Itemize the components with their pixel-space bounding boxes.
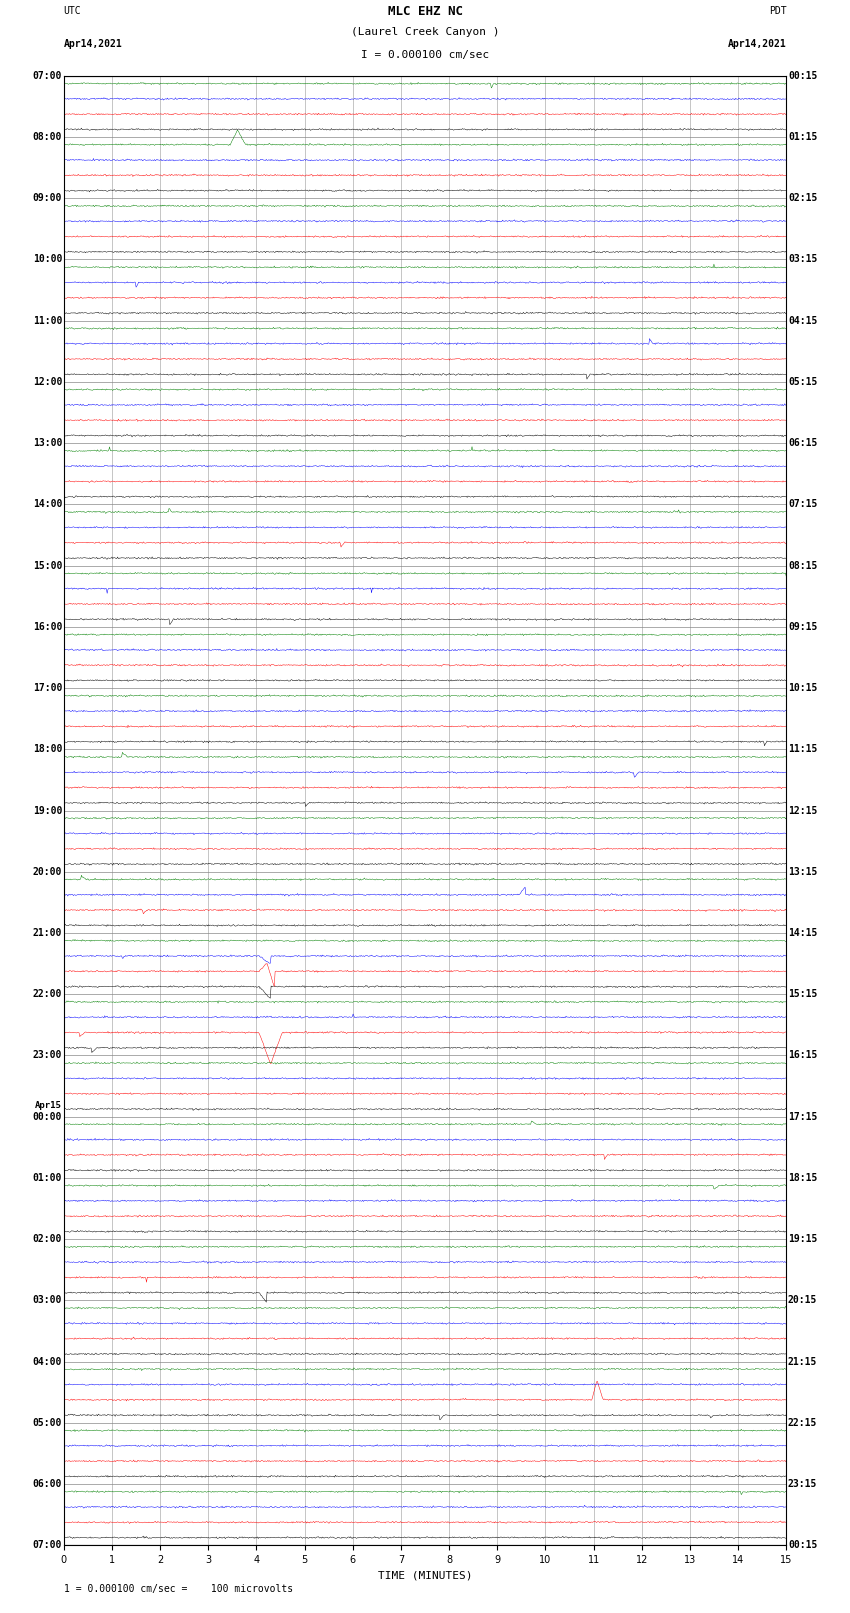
Text: 21:15: 21:15 [788,1357,818,1366]
Text: I = 0.000100 cm/sec: I = 0.000100 cm/sec [361,50,489,60]
Text: 00:15: 00:15 [788,1540,818,1550]
Text: 03:00: 03:00 [32,1295,62,1305]
Text: 13:00: 13:00 [32,439,62,448]
Text: 17:00: 17:00 [32,682,62,694]
Text: 18:00: 18:00 [32,744,62,755]
Text: 22:15: 22:15 [788,1418,818,1428]
Text: 05:00: 05:00 [32,1418,62,1428]
Text: 09:00: 09:00 [32,194,62,203]
Text: 18:15: 18:15 [788,1173,818,1182]
Text: 10:15: 10:15 [788,682,818,694]
Text: 22:00: 22:00 [32,989,62,998]
Text: 12:00: 12:00 [32,377,62,387]
Text: MLC EHZ NC: MLC EHZ NC [388,5,462,18]
Text: 16:00: 16:00 [32,623,62,632]
X-axis label: TIME (MINUTES): TIME (MINUTES) [377,1571,473,1581]
Text: 02:15: 02:15 [788,194,818,203]
Text: 20:15: 20:15 [788,1295,818,1305]
Text: 11:00: 11:00 [32,316,62,326]
Text: 15:15: 15:15 [788,989,818,998]
Text: 1 = 0.000100 cm/sec =    100 microvolts: 1 = 0.000100 cm/sec = 100 microvolts [64,1584,293,1594]
Text: 06:15: 06:15 [788,439,818,448]
Text: 16:15: 16:15 [788,1050,818,1060]
Text: 12:15: 12:15 [788,805,818,816]
Text: 23:15: 23:15 [788,1479,818,1489]
Text: 03:15: 03:15 [788,255,818,265]
Text: Apr14,2021: Apr14,2021 [728,39,786,48]
Text: PDT: PDT [768,6,786,16]
Text: 00:15: 00:15 [788,71,818,81]
Text: 14:15: 14:15 [788,927,818,939]
Text: 11:15: 11:15 [788,744,818,755]
Text: Apr14,2021: Apr14,2021 [64,39,122,48]
Text: Apr15: Apr15 [35,1102,62,1110]
Text: 05:15: 05:15 [788,377,818,387]
Text: 09:15: 09:15 [788,623,818,632]
Text: 07:00: 07:00 [32,71,62,81]
Text: (Laurel Creek Canyon ): (Laurel Creek Canyon ) [351,27,499,37]
Text: 21:00: 21:00 [32,927,62,939]
Text: 19:15: 19:15 [788,1234,818,1244]
Text: 10:00: 10:00 [32,255,62,265]
Text: 07:00: 07:00 [32,1540,62,1550]
Text: 08:00: 08:00 [32,132,62,142]
Text: 07:15: 07:15 [788,500,818,510]
Text: 04:00: 04:00 [32,1357,62,1366]
Text: 15:00: 15:00 [32,561,62,571]
Text: UTC: UTC [64,6,82,16]
Text: 02:00: 02:00 [32,1234,62,1244]
Text: 01:15: 01:15 [788,132,818,142]
Text: 14:00: 14:00 [32,500,62,510]
Text: 17:15: 17:15 [788,1111,818,1121]
Text: 04:15: 04:15 [788,316,818,326]
Text: 13:15: 13:15 [788,866,818,877]
Text: 00:00: 00:00 [32,1111,62,1121]
Text: 06:00: 06:00 [32,1479,62,1489]
Text: 23:00: 23:00 [32,1050,62,1060]
Text: 20:00: 20:00 [32,866,62,877]
Text: 01:00: 01:00 [32,1173,62,1182]
Text: 19:00: 19:00 [32,805,62,816]
Text: 08:15: 08:15 [788,561,818,571]
